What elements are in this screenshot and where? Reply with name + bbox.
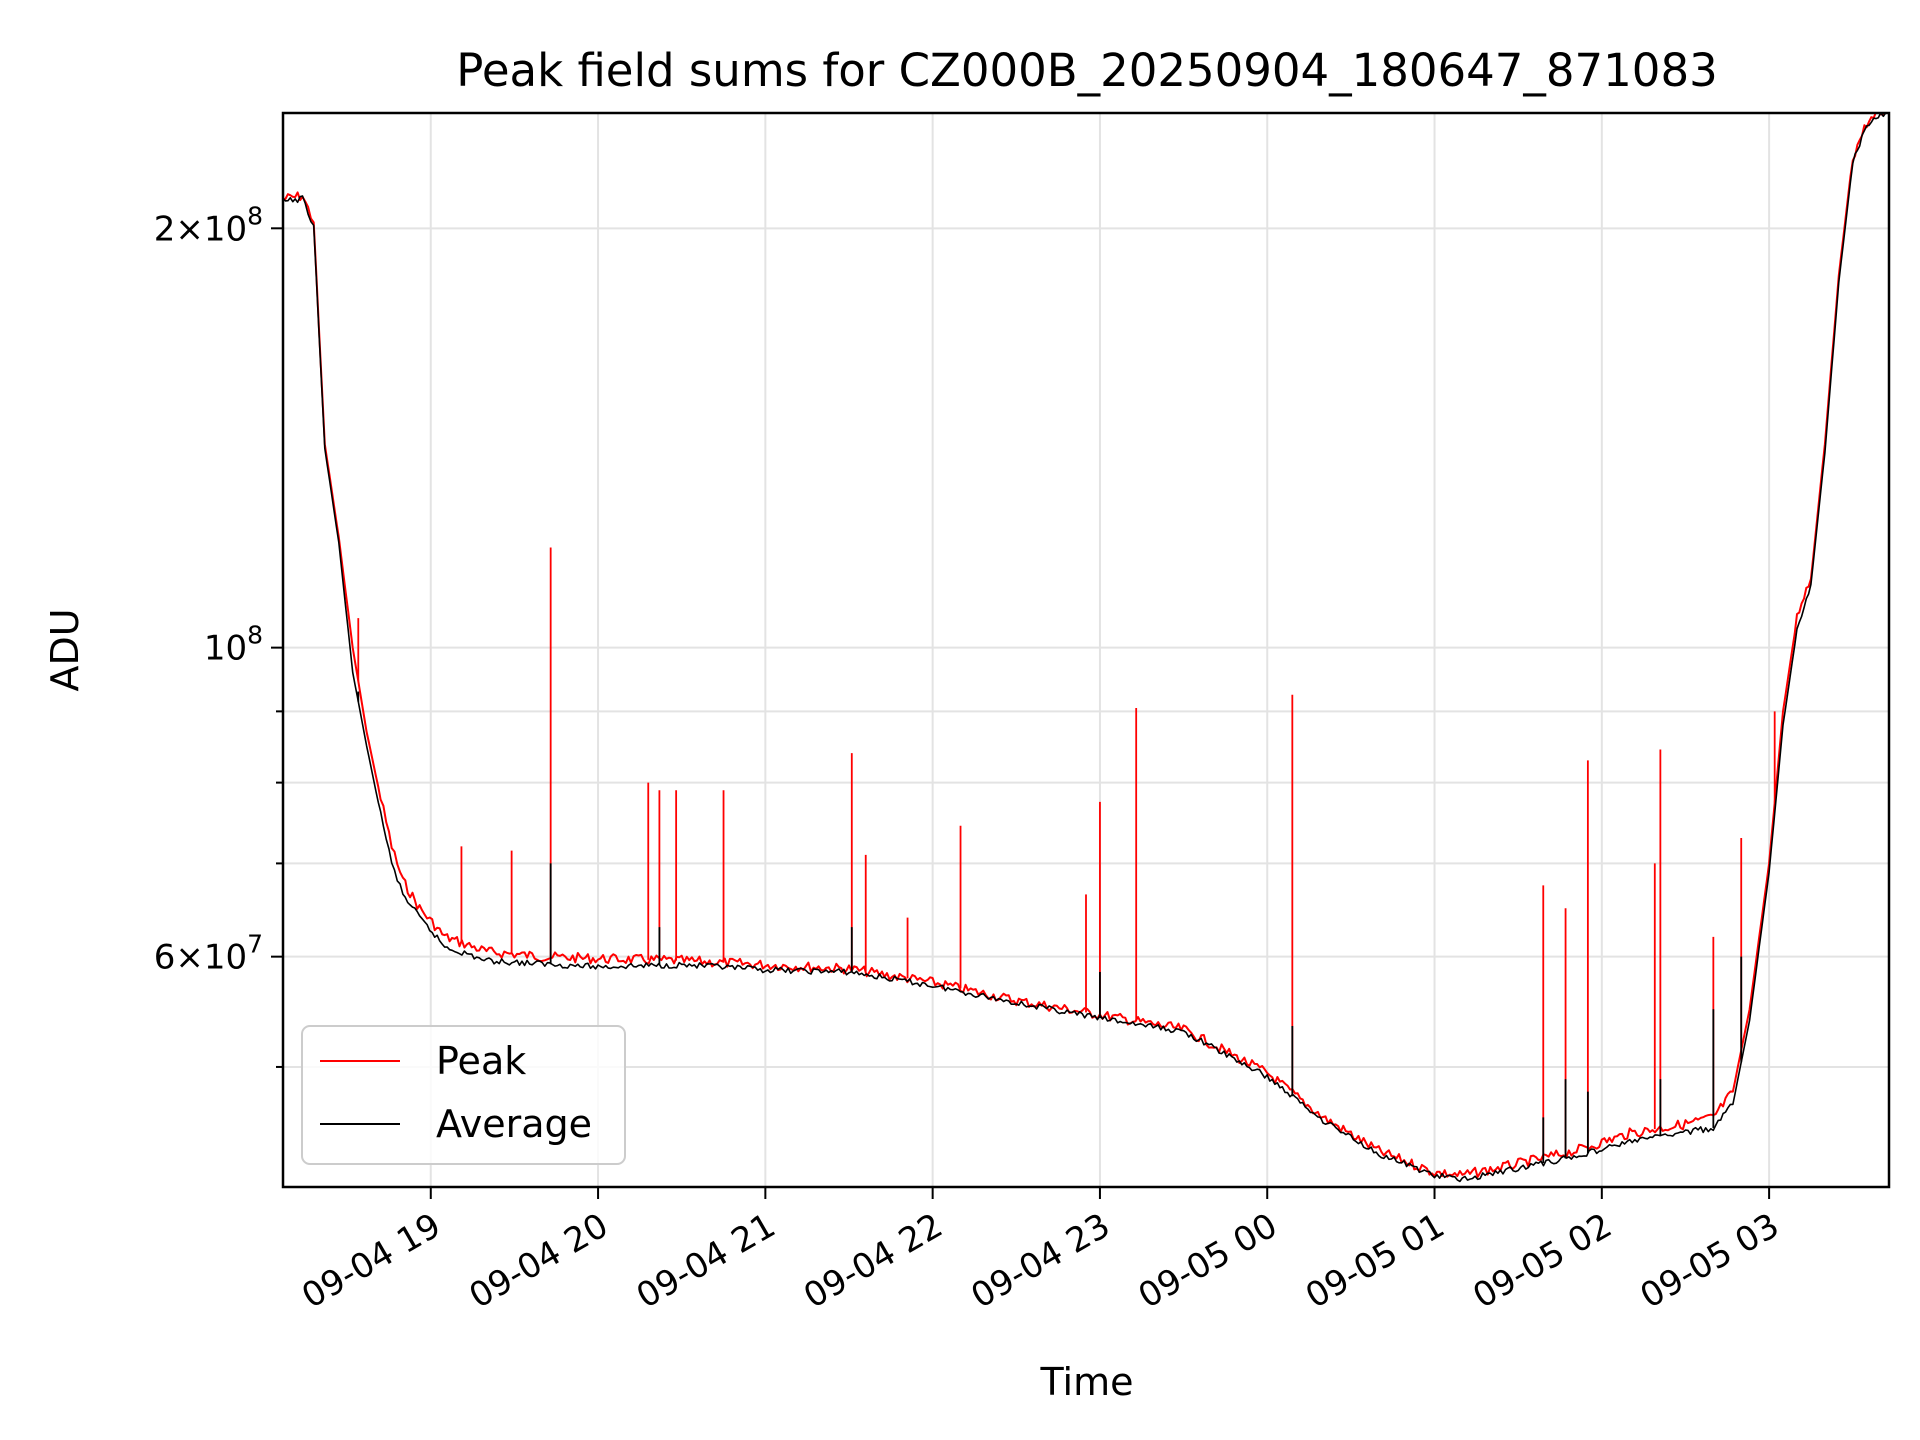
x-axis-label: Time [1040, 1360, 1134, 1404]
series-layer [283, 113, 1889, 1183]
plot-frame [281, 111, 1891, 1189]
y-axis-label: ADU [43, 608, 87, 691]
series-line-average [283, 113, 1889, 1183]
legend-label-average: Average [436, 1102, 592, 1146]
y-tick-label: 6×107 [154, 930, 263, 978]
chart-title: Peak field sums for CZ000B_20250904_1806… [456, 44, 1717, 97]
legend-label-peak: Peak [436, 1039, 526, 1083]
y-tick-label: 2×108 [154, 201, 263, 249]
series-line-peak [283, 113, 1889, 1178]
legend: Peak Average [301, 1025, 626, 1165]
